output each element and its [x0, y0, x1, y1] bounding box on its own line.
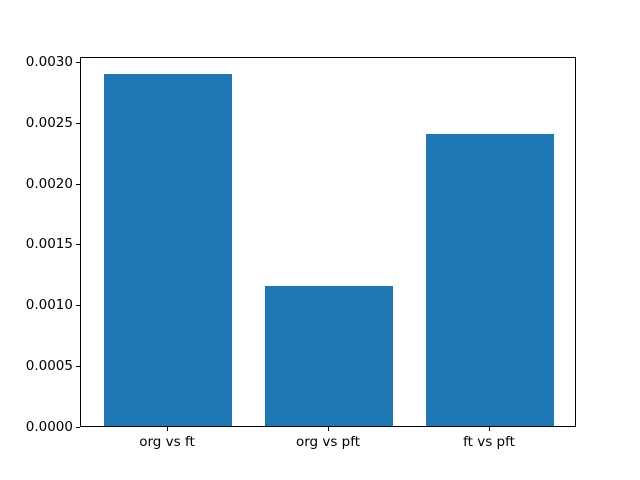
x-tick-label: ft vs pft — [463, 434, 515, 450]
x-tick-mark — [166, 427, 168, 431]
y-tick-label: 0.0015 — [25, 236, 73, 253]
x-tick-label: org vs pft — [295, 434, 361, 450]
y-tick-mark — [76, 426, 80, 428]
bar-org-vs-pft — [264, 286, 394, 426]
y-tick-mark — [76, 244, 80, 246]
x-tick-mark — [327, 427, 329, 431]
y-tick-label: 0.0025 — [25, 114, 73, 131]
x-tick-mark — [488, 427, 490, 431]
y-tick-label: 0.0005 — [25, 357, 73, 374]
y-tick-label: 0.0010 — [25, 297, 73, 313]
y-tick-label: 0.0020 — [25, 175, 73, 192]
bar-ft-vs-pft — [425, 134, 555, 426]
y-tick-mark — [76, 122, 80, 124]
y-tick-mark — [76, 183, 80, 185]
y-tick-mark — [76, 62, 80, 63]
y-tick-mark — [76, 305, 80, 306]
y-tick-label: 0.0000 — [25, 418, 73, 435]
bar-org-vs-ft — [103, 73, 233, 426]
y-tick-label: 0.0030 — [25, 54, 73, 70]
x-tick-label: org vs ft — [139, 434, 195, 450]
y-tick-mark — [76, 365, 80, 367]
plot-area — [80, 57, 576, 427]
